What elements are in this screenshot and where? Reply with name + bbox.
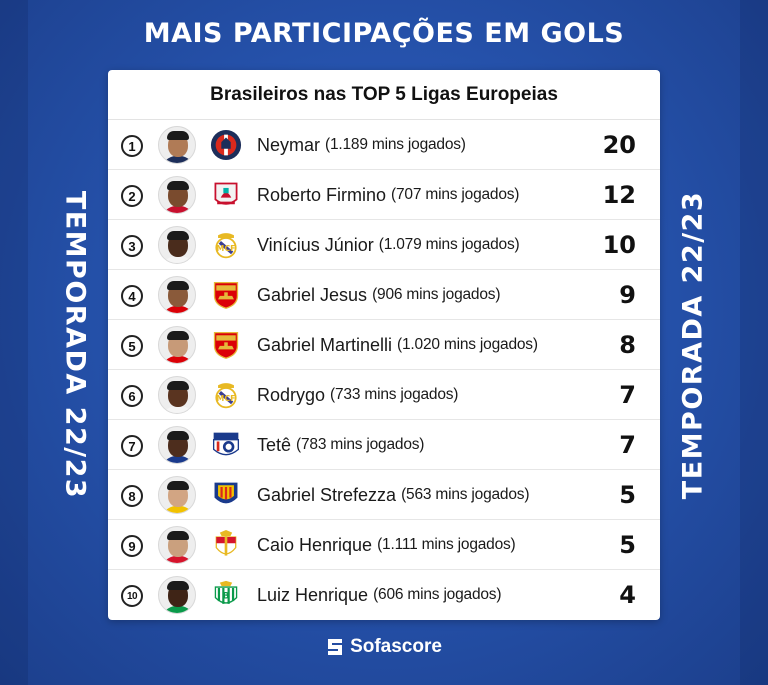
monaco-crest-icon	[209, 528, 243, 562]
ranking-row: 6 MCF Rodrygo (733 mins jogados) 7	[108, 370, 660, 420]
player-avatar	[158, 276, 196, 314]
ranking-card: Brasileiros nas TOP 5 Ligas Europeias 1 N…	[108, 70, 660, 620]
ranking-row: 7 Tetê (783 mins jogados) 7	[108, 420, 660, 470]
player-avatar	[158, 326, 196, 364]
player-minutes: (606 mins jogados)	[373, 586, 502, 603]
player-minutes: (906 mins jogados)	[372, 286, 501, 303]
player-minutes: (1.079 mins jogados)	[378, 236, 520, 253]
sofascore-logo-icon	[328, 639, 343, 655]
player-name: Luiz Henrique	[257, 584, 369, 605]
brand-name: Sofascore	[350, 636, 442, 657]
player-avatar	[158, 176, 196, 214]
player-name: Gabriel Jesus	[257, 284, 368, 305]
player-name: Tetê	[257, 434, 292, 455]
headline: MAIS PARTICIPAÇÕES EM GOLS	[143, 18, 625, 49]
goal-participations: 12	[602, 181, 636, 209]
ranking-row: 10 B Luiz Henrique (606 mins jogados) 4	[108, 570, 660, 620]
svg-text:B: B	[223, 592, 230, 602]
card-title: Brasileiros nas TOP 5 Ligas Europeias	[108, 70, 660, 120]
rank-badge: 10	[121, 585, 143, 607]
player-avatar	[158, 526, 196, 564]
player-info: Gabriel Strefezza (563 mins jogados)	[257, 470, 529, 520]
ranking-row: 9 Caio Henrique (1.111 mins jogados) 5	[108, 520, 660, 570]
player-info: Gabriel Martinelli (1.020 mins jogados)	[257, 320, 538, 370]
rank-badge: 7	[121, 435, 143, 457]
ranking-row: 3 MCF Vinícius Júnior (1.079 mins jogados) 1…	[108, 220, 660, 270]
goal-participations: 10	[602, 231, 636, 259]
player-name: Caio Henrique	[257, 534, 373, 555]
side-label-right: TEMPORADA 22/23	[677, 190, 709, 500]
player-name: Rodrygo	[257, 384, 326, 405]
goal-participations: 5	[619, 531, 636, 559]
arsenal-crest-icon	[209, 328, 243, 362]
player-name: Roberto Firmino	[257, 184, 387, 205]
player-info: Roberto Firmino (707 mins jogados)	[257, 170, 519, 220]
player-minutes: (1.111 mins jogados)	[377, 536, 516, 553]
player-info: Neymar (1.189 mins jogados)	[257, 120, 466, 170]
player-avatar	[158, 426, 196, 464]
betis-crest-icon: B	[209, 578, 243, 612]
player-info: Tetê (783 mins jogados)	[257, 420, 424, 470]
goal-participations: 8	[619, 331, 636, 359]
goal-participations: 4	[619, 581, 636, 609]
goal-participations: 7	[619, 381, 636, 409]
ranking-row: 2 Roberto Firmino (707 mins jogados) 12	[108, 170, 660, 220]
rank-badge: 9	[121, 535, 143, 557]
player-minutes: (1.020 mins jogados)	[397, 336, 538, 353]
player-minutes: (783 mins jogados)	[296, 436, 425, 453]
rank-badge: 8	[121, 485, 143, 507]
goal-participations: 5	[619, 481, 636, 509]
player-avatar	[158, 576, 196, 614]
player-minutes: (733 mins jogados)	[330, 386, 459, 403]
rank-badge: 3	[121, 235, 143, 257]
goal-participations: 20	[602, 131, 636, 159]
real-madrid-crest-icon: MCF	[209, 378, 243, 412]
svg-text:MCF: MCF	[216, 394, 235, 403]
liverpool-crest-icon	[209, 178, 243, 212]
player-name: Neymar	[257, 134, 321, 155]
rank-badge: 5	[121, 335, 143, 357]
sofascore-brand: Sofascore	[0, 636, 768, 658]
player-info: Rodrygo (733 mins jogados)	[257, 370, 458, 420]
background-band-right	[740, 0, 768, 685]
player-name: Vinícius Júnior	[257, 234, 374, 255]
player-minutes: (1.189 mins jogados)	[325, 136, 466, 153]
svg-text:MCF: MCF	[216, 244, 235, 253]
player-avatar	[158, 126, 196, 164]
player-avatar	[158, 226, 196, 264]
arsenal-crest-icon	[209, 278, 243, 312]
ranking-row: 5 Gabriel Martinelli (1.020 mins jogados) 8	[108, 320, 660, 370]
background-band-left	[0, 0, 28, 685]
player-name: Gabriel Strefezza	[257, 484, 397, 505]
side-label-left: TEMPORADA 22/23	[59, 190, 91, 500]
ranking-row: 4 Gabriel Jesus (906 mins jogados) 9	[108, 270, 660, 320]
goal-participations: 7	[619, 431, 636, 459]
goal-participations: 9	[619, 281, 636, 309]
rank-badge: 6	[121, 385, 143, 407]
player-minutes: (563 mins jogados)	[401, 486, 530, 503]
player-name: Gabriel Martinelli	[257, 334, 393, 355]
ranking-row: 8 Gabriel Strefezza (563 mins jogados) 5	[108, 470, 660, 520]
player-avatar	[158, 376, 196, 414]
rank-badge: 4	[121, 285, 143, 307]
ranking-list: 1 Neymar (1.189 mins jogados) 20 2 Roberto Fi…	[108, 120, 660, 620]
rank-badge: 2	[121, 185, 143, 207]
player-info: Luiz Henrique (606 mins jogados)	[257, 570, 501, 620]
lyon-crest-icon	[209, 428, 243, 462]
lecce-crest-icon	[209, 478, 243, 512]
psg-crest-icon	[209, 128, 243, 162]
real-madrid-crest-icon: MCF	[209, 228, 243, 262]
player-info: Vinícius Júnior (1.079 mins jogados)	[257, 220, 520, 270]
ranking-row: 1 Neymar (1.189 mins jogados) 20	[108, 120, 660, 170]
player-info: Gabriel Jesus (906 mins jogados)	[257, 270, 500, 320]
rank-badge: 1	[121, 135, 143, 157]
player-avatar	[158, 476, 196, 514]
player-info: Caio Henrique (1.111 mins jogados)	[257, 520, 516, 570]
player-minutes: (707 mins jogados)	[391, 186, 520, 203]
